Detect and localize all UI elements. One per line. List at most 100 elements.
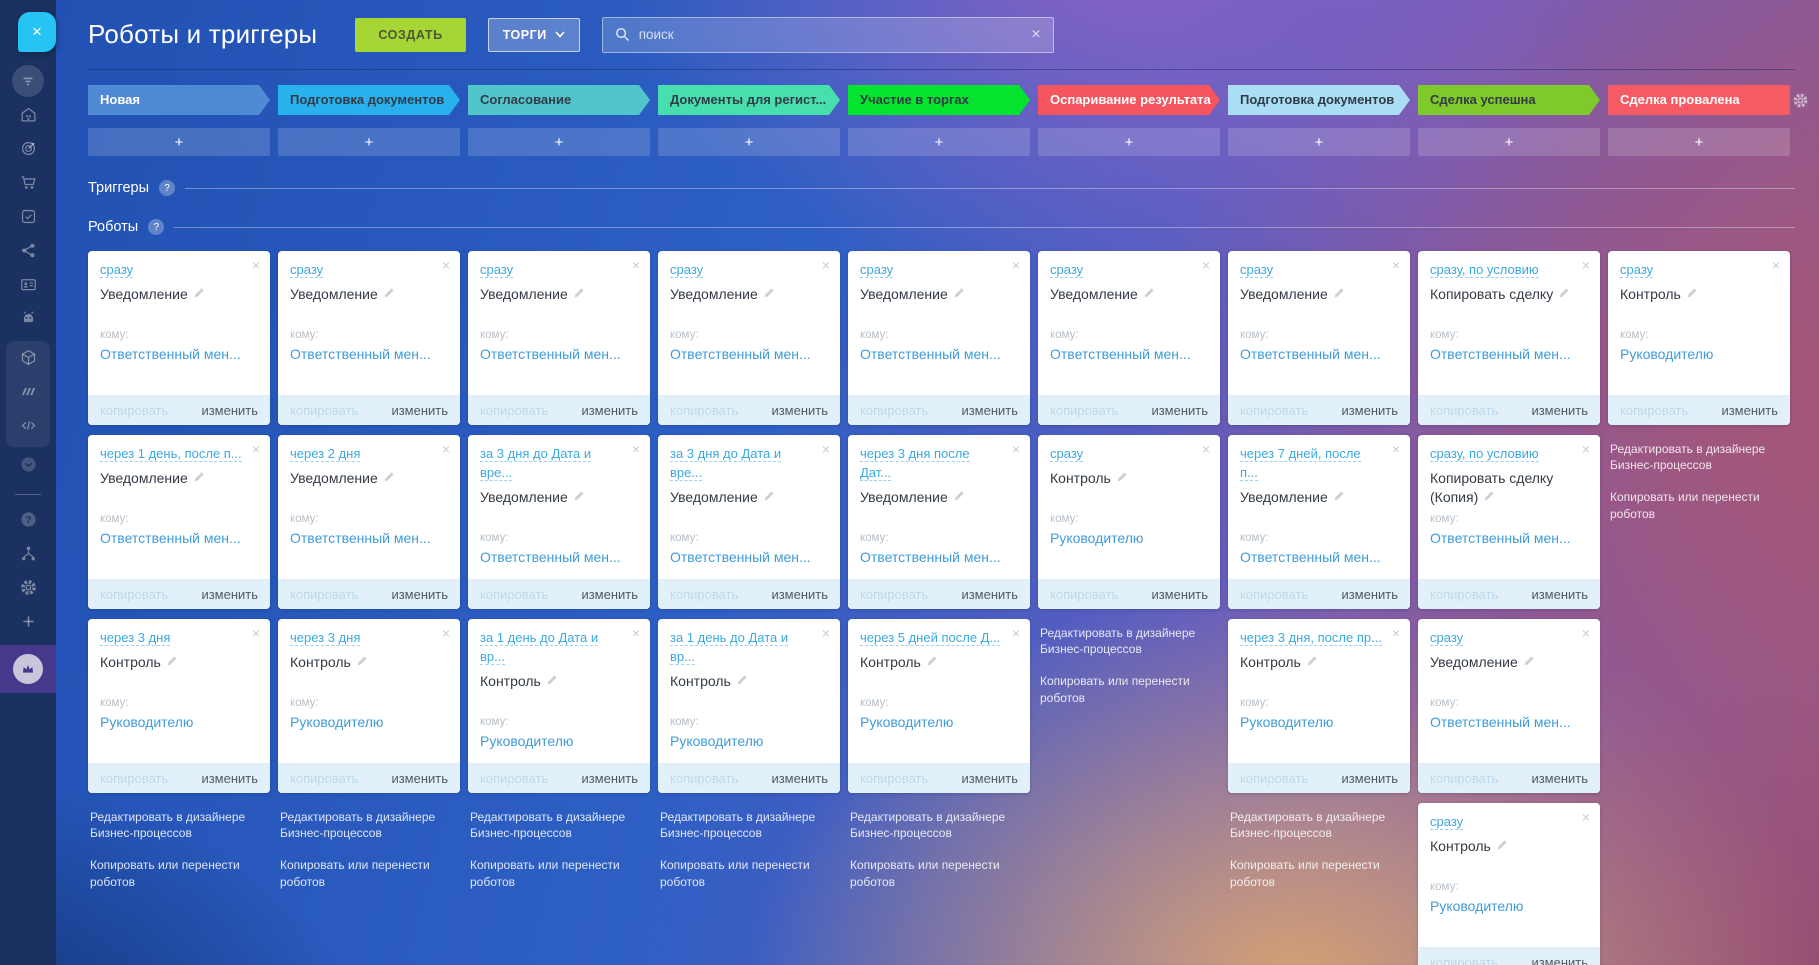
close-icon[interactable]: × [821, 441, 830, 457]
robot-to-value[interactable]: Ответственный мен... [1050, 345, 1191, 362]
robot-to-value[interactable]: Ответственный мен... [290, 529, 431, 546]
robot-timing-link[interactable]: через 5 дней после Д... [860, 630, 1001, 646]
edit-pencil-icon[interactable] [1143, 285, 1155, 304]
sidebar-item-cart[interactable] [0, 168, 56, 202]
stage-1[interactable]: Новая [88, 85, 270, 115]
close-icon[interactable]: × [1391, 441, 1400, 457]
edit-button[interactable]: изменить [1531, 586, 1588, 602]
edit-pencil-icon[interactable] [1496, 837, 1508, 856]
robot-to-value[interactable]: Ответственный мен... [860, 548, 1001, 565]
copy-button[interactable]: копировать [1240, 770, 1309, 786]
edit-in-designer-link[interactable]: Редактировать в дизайнере Бизнес-процесс… [1610, 442, 1766, 473]
add-robot-button[interactable]: + [1608, 128, 1790, 156]
copy-button[interactable]: копировать [1620, 402, 1689, 418]
robot-timing-link[interactable]: сразу [290, 262, 324, 278]
copy-button[interactable]: копировать [480, 586, 549, 602]
close-icon[interactable]: × [1201, 441, 1210, 457]
copy-button[interactable]: копировать [670, 586, 739, 602]
close-icon[interactable]: × [1581, 441, 1590, 457]
edit-button[interactable]: изменить [391, 402, 448, 418]
close-icon[interactable]: × [251, 625, 260, 641]
robot-to-value[interactable]: Ответственный мен... [100, 529, 241, 546]
copy-button[interactable]: копировать [480, 770, 549, 786]
stage-7[interactable]: Подготовка документов [1228, 85, 1410, 115]
close-icon[interactable]: × [1011, 257, 1020, 273]
edit-button[interactable]: изменить [1151, 586, 1208, 602]
copy-or-move-robots-link[interactable]: Копировать или перенести роботов [1230, 858, 1380, 889]
edit-pencil-icon[interactable] [546, 672, 558, 691]
stage-4[interactable]: Документы для регист... [658, 85, 840, 115]
close-icon[interactable]: × [441, 625, 450, 641]
sidebar-item-code[interactable] [6, 411, 50, 445]
robot-to-value[interactable]: Руководителю [1050, 529, 1144, 546]
edit-button[interactable]: изменить [391, 586, 448, 602]
robots-help-icon[interactable]: ? [148, 219, 165, 235]
robot-timing-link[interactable]: за 3 дня до Дата и вре... [670, 446, 782, 481]
copy-or-move-robots-link[interactable]: Копировать или перенести роботов [660, 858, 810, 889]
close-icon[interactable]: × [821, 625, 830, 641]
edit-pencil-icon[interactable] [573, 285, 585, 304]
edit-button[interactable]: изменить [961, 770, 1018, 786]
robot-to-value[interactable]: Ответственный мен... [480, 548, 621, 565]
create-button[interactable]: СОЗДАТЬ [355, 17, 466, 52]
copy-or-move-robots-link[interactable]: Копировать или перенести роботов [1040, 674, 1190, 705]
copy-button[interactable]: копировать [860, 586, 929, 602]
robot-to-value[interactable]: Ответственный мен... [860, 345, 1001, 362]
robot-timing-link[interactable]: через 7 дней, после п... [1240, 446, 1361, 481]
copy-button[interactable]: копировать [1430, 402, 1499, 418]
edit-pencil-icon[interactable] [736, 672, 748, 691]
close-icon[interactable]: × [1011, 625, 1020, 641]
sidebar-item-more[interactable] [0, 450, 56, 484]
robot-timing-link[interactable]: за 3 дня до Дата и вре... [480, 446, 592, 481]
edit-pencil-icon[interactable] [953, 285, 965, 304]
add-robot-button[interactable]: + [278, 128, 460, 156]
edit-pencil-icon[interactable] [166, 653, 178, 672]
edit-pencil-icon[interactable] [1558, 285, 1570, 304]
copy-button[interactable]: копировать [100, 770, 169, 786]
robot-timing-link[interactable]: сразу [480, 262, 514, 278]
robot-timing-link[interactable]: через 3 дня после Дат... [860, 446, 970, 481]
copy-button[interactable]: копировать [1240, 402, 1309, 418]
robot-to-value[interactable]: Руководителю [100, 713, 194, 730]
sidebar-item-target[interactable] [0, 134, 56, 168]
copy-button[interactable]: копировать [860, 402, 929, 418]
robot-to-value[interactable]: Ответственный мен... [1240, 345, 1381, 362]
edit-button[interactable]: изменить [201, 402, 258, 418]
edit-in-designer-link[interactable]: Редактировать в дизайнере Бизнес-процесс… [1040, 626, 1196, 657]
stage-6[interactable]: Оспаривание результата [1038, 85, 1220, 115]
sidebar-item-add[interactable] [0, 607, 56, 641]
sidebar-item-share[interactable] [0, 236, 56, 270]
close-icon[interactable]: × [441, 257, 450, 273]
robot-timing-link[interactable]: за 1 день до Дата и вр... [480, 630, 599, 665]
copy-button[interactable]: копировать [1430, 770, 1499, 786]
copy-or-move-robots-link[interactable]: Копировать или перенести роботов [1610, 490, 1760, 521]
close-icon[interactable]: × [1581, 257, 1590, 273]
edit-button[interactable]: изменить [581, 586, 638, 602]
robot-to-value[interactable]: Ответственный мен... [1240, 548, 1381, 565]
edit-button[interactable]: изменить [1151, 402, 1208, 418]
copy-button[interactable]: копировать [1240, 586, 1309, 602]
close-icon[interactable]: × [251, 441, 260, 457]
add-robot-button[interactable]: + [1038, 128, 1220, 156]
sidebar-item-robot[interactable] [0, 304, 56, 338]
robot-to-value[interactable]: Руководителю [1430, 897, 1524, 914]
robot-timing-link[interactable]: через 3 дня [290, 630, 361, 646]
stage-8[interactable]: Сделка успешна [1418, 85, 1600, 115]
robot-timing-link[interactable]: за 1 день до Дата и вр... [670, 630, 789, 665]
edit-pencil-icon[interactable] [1686, 285, 1698, 304]
close-icon[interactable]: × [1391, 257, 1400, 273]
copy-or-move-robots-link[interactable]: Копировать или перенести роботов [470, 858, 620, 889]
close-icon[interactable]: × [1581, 809, 1590, 825]
edit-in-designer-link[interactable]: Редактировать в дизайнере Бизнес-процесс… [280, 810, 436, 841]
edit-pencil-icon[interactable] [573, 488, 585, 507]
robot-timing-link[interactable]: сразу, по условию [1430, 446, 1539, 462]
copy-or-move-robots-link[interactable]: Копировать или перенести роботов [90, 858, 240, 889]
edit-pencil-icon[interactable] [383, 469, 395, 488]
edit-button[interactable]: изменить [771, 586, 828, 602]
copy-button[interactable]: копировать [670, 770, 739, 786]
robot-timing-link[interactable]: сразу [1430, 630, 1464, 646]
robot-timing-link[interactable]: сразу [860, 262, 894, 278]
close-icon[interactable]: × [1771, 257, 1780, 273]
robot-to-value[interactable]: Руководителю [480, 732, 574, 749]
sidebar-item-settings[interactable] [0, 573, 56, 607]
